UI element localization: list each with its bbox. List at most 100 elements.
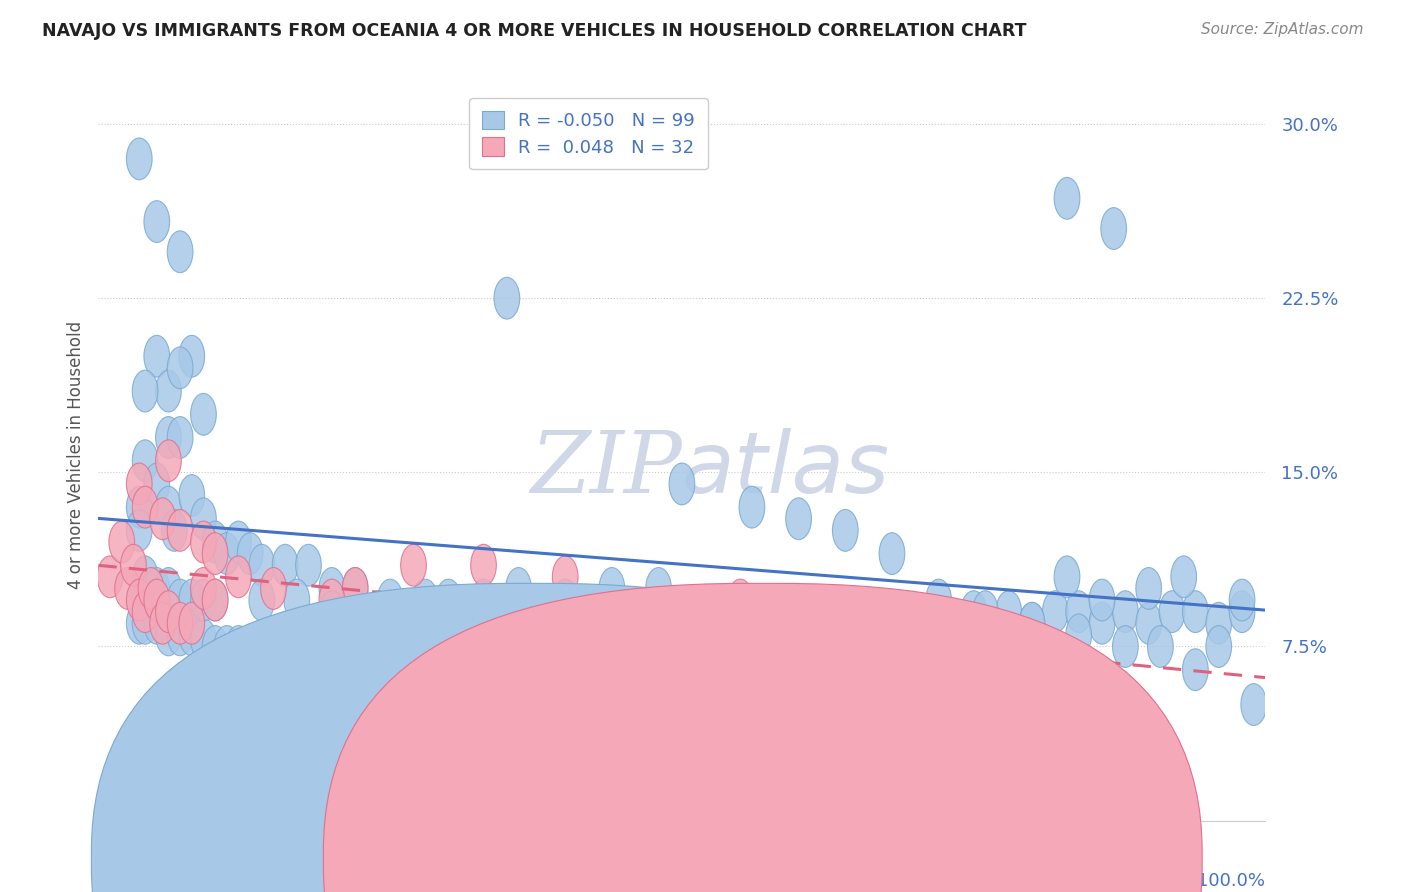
Ellipse shape bbox=[191, 521, 217, 563]
Ellipse shape bbox=[458, 595, 485, 637]
Ellipse shape bbox=[191, 498, 217, 540]
Ellipse shape bbox=[342, 567, 368, 609]
Ellipse shape bbox=[127, 486, 152, 528]
Ellipse shape bbox=[1066, 614, 1091, 656]
Ellipse shape bbox=[150, 602, 176, 644]
Ellipse shape bbox=[377, 579, 404, 621]
Ellipse shape bbox=[238, 533, 263, 574]
Ellipse shape bbox=[191, 393, 217, 435]
Ellipse shape bbox=[191, 619, 217, 660]
Text: 100.0%: 100.0% bbox=[1198, 871, 1265, 889]
Ellipse shape bbox=[1147, 625, 1173, 667]
Ellipse shape bbox=[1054, 556, 1080, 598]
Ellipse shape bbox=[342, 567, 368, 609]
Ellipse shape bbox=[225, 625, 252, 667]
Ellipse shape bbox=[366, 591, 391, 632]
Ellipse shape bbox=[471, 579, 496, 621]
Ellipse shape bbox=[1182, 648, 1208, 690]
Ellipse shape bbox=[167, 417, 193, 458]
Ellipse shape bbox=[150, 498, 176, 540]
Ellipse shape bbox=[1229, 591, 1256, 632]
Y-axis label: 4 or more Vehicles in Household: 4 or more Vehicles in Household bbox=[66, 321, 84, 589]
Ellipse shape bbox=[716, 591, 741, 632]
Ellipse shape bbox=[1159, 591, 1185, 632]
Ellipse shape bbox=[995, 591, 1022, 632]
Ellipse shape bbox=[167, 347, 193, 389]
Ellipse shape bbox=[132, 486, 157, 528]
Ellipse shape bbox=[167, 509, 193, 551]
Ellipse shape bbox=[127, 463, 152, 505]
Ellipse shape bbox=[973, 591, 998, 632]
Text: Navajo: Navajo bbox=[560, 847, 621, 865]
Ellipse shape bbox=[727, 579, 754, 621]
Ellipse shape bbox=[143, 201, 170, 243]
Ellipse shape bbox=[143, 579, 170, 621]
Ellipse shape bbox=[740, 486, 765, 528]
Ellipse shape bbox=[214, 625, 239, 667]
Ellipse shape bbox=[1182, 591, 1208, 632]
Legend: R = -0.050   N = 99, R =  0.048   N = 32: R = -0.050 N = 99, R = 0.048 N = 32 bbox=[470, 98, 707, 169]
Ellipse shape bbox=[249, 579, 274, 621]
Ellipse shape bbox=[249, 544, 274, 586]
Ellipse shape bbox=[1241, 683, 1267, 725]
Ellipse shape bbox=[295, 544, 322, 586]
Ellipse shape bbox=[143, 463, 170, 505]
Ellipse shape bbox=[179, 602, 205, 644]
Ellipse shape bbox=[167, 579, 193, 621]
Ellipse shape bbox=[412, 591, 439, 632]
Text: Immigrants from Oceania: Immigrants from Oceania bbox=[700, 847, 931, 865]
Ellipse shape bbox=[202, 625, 228, 667]
Ellipse shape bbox=[1206, 602, 1232, 644]
Ellipse shape bbox=[553, 556, 578, 598]
Ellipse shape bbox=[132, 556, 157, 598]
Ellipse shape bbox=[202, 521, 228, 563]
Ellipse shape bbox=[1136, 602, 1161, 644]
Ellipse shape bbox=[225, 556, 252, 598]
Ellipse shape bbox=[319, 591, 344, 632]
Ellipse shape bbox=[960, 591, 987, 632]
Ellipse shape bbox=[1090, 579, 1115, 621]
Ellipse shape bbox=[202, 533, 228, 574]
Ellipse shape bbox=[891, 602, 917, 644]
Text: ZIP: ZIP bbox=[530, 428, 682, 511]
Ellipse shape bbox=[179, 614, 205, 656]
Ellipse shape bbox=[273, 544, 298, 586]
Ellipse shape bbox=[156, 440, 181, 482]
Ellipse shape bbox=[284, 579, 309, 621]
Ellipse shape bbox=[97, 556, 122, 598]
Ellipse shape bbox=[127, 509, 152, 551]
Ellipse shape bbox=[167, 614, 193, 656]
Ellipse shape bbox=[494, 277, 520, 319]
Ellipse shape bbox=[1112, 625, 1139, 667]
Ellipse shape bbox=[127, 138, 152, 180]
Ellipse shape bbox=[108, 521, 135, 563]
Ellipse shape bbox=[832, 509, 858, 551]
Ellipse shape bbox=[879, 533, 905, 574]
Ellipse shape bbox=[295, 672, 322, 714]
Ellipse shape bbox=[167, 231, 193, 273]
Text: atlas: atlas bbox=[682, 428, 890, 511]
Text: Source: ZipAtlas.com: Source: ZipAtlas.com bbox=[1201, 22, 1364, 37]
Ellipse shape bbox=[156, 417, 181, 458]
Ellipse shape bbox=[132, 440, 157, 482]
Ellipse shape bbox=[143, 602, 170, 644]
Ellipse shape bbox=[191, 579, 217, 621]
Ellipse shape bbox=[127, 602, 152, 644]
Ellipse shape bbox=[751, 591, 776, 632]
Ellipse shape bbox=[319, 567, 344, 609]
Ellipse shape bbox=[202, 579, 228, 621]
Ellipse shape bbox=[156, 567, 181, 609]
Ellipse shape bbox=[1019, 602, 1045, 644]
Ellipse shape bbox=[179, 335, 205, 377]
Ellipse shape bbox=[669, 463, 695, 505]
Ellipse shape bbox=[471, 544, 496, 586]
Ellipse shape bbox=[506, 567, 531, 609]
Ellipse shape bbox=[127, 579, 152, 621]
Ellipse shape bbox=[1042, 591, 1069, 632]
Ellipse shape bbox=[1206, 625, 1232, 667]
Ellipse shape bbox=[377, 591, 404, 632]
Ellipse shape bbox=[167, 602, 193, 644]
Ellipse shape bbox=[1171, 556, 1197, 598]
Ellipse shape bbox=[115, 567, 141, 609]
Ellipse shape bbox=[138, 567, 163, 609]
